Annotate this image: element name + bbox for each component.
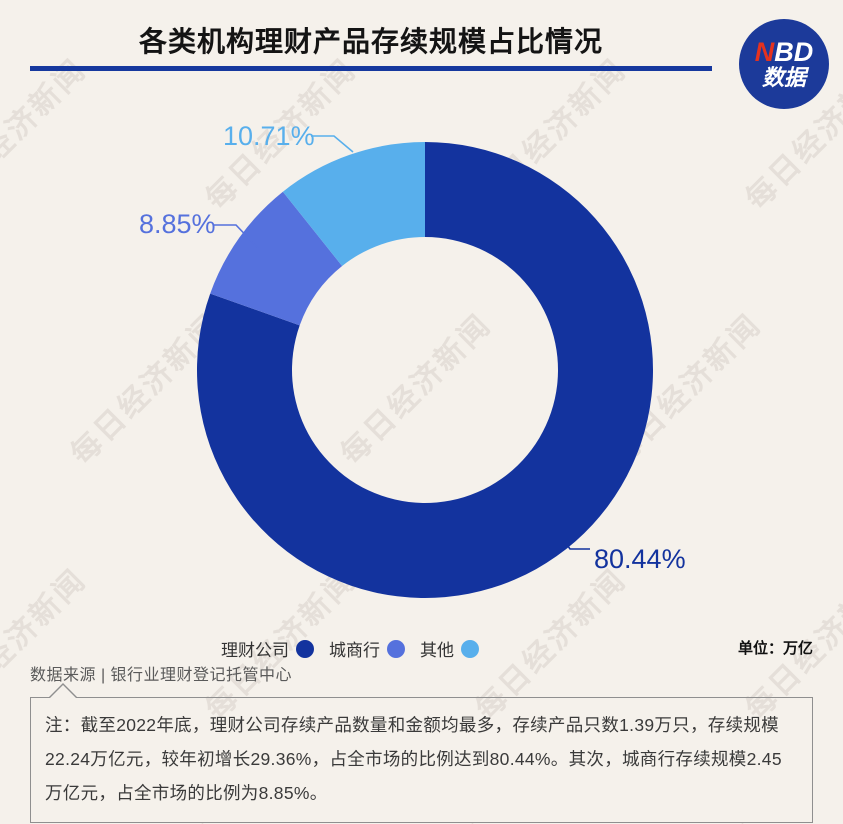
- legend-dot: [461, 639, 479, 658]
- nbd-logo-n: N: [754, 36, 775, 67]
- data-source: 数据来源 | 银行业理财登记托管中心: [30, 667, 293, 684]
- note-text: 注：截至2022年底，理财公司存续产品数量和金额均最多，存续产品只数1.39万只…: [45, 715, 782, 804]
- legend-dot: [296, 639, 314, 658]
- nbd-logo: NBD 数据: [739, 19, 829, 109]
- page-title: 各类机构理财产品存续规模占比情况: [138, 26, 603, 57]
- nbd-logo-bd: BD: [774, 36, 814, 67]
- leader-line-other: [311, 135, 354, 153]
- segment-label-other: 10.71%: [223, 121, 315, 151]
- title-underline: [30, 66, 712, 71]
- legend-item-chengshanghang[interactable]: 城商行: [329, 636, 405, 661]
- legend-label: 城商行: [329, 641, 380, 660]
- legend-item-other[interactable]: 其他: [420, 636, 479, 661]
- legend-label: 理财公司: [221, 641, 289, 660]
- legend-item-licaigongsi[interactable]: 理财公司: [221, 636, 314, 661]
- nbd-logo-text: NBD: [755, 38, 814, 66]
- donut-segment-城商行[interactable]: [210, 191, 343, 326]
- note-box: 注：截至2022年底，理财公司存续产品数量和金额均最多，存续产品只数1.39万只…: [30, 682, 813, 824]
- nbd-logo-subtext: 数据: [761, 65, 806, 91]
- chart-legend: 理财公司 城商行 其他: [0, 636, 700, 661]
- legend-dot: [387, 639, 405, 658]
- unit-label: 单位：万亿: [738, 640, 814, 657]
- donut-segment-其他[interactable]: [282, 142, 425, 266]
- legend-label: 其他: [420, 641, 454, 660]
- leader-line-licaigongsi: [553, 525, 590, 550]
- segment-label-licaigongsi: 80.44%: [594, 544, 686, 574]
- leader-line-chengshanghang: [214, 224, 259, 249]
- donut-segment-理财公司[interactable]: [197, 142, 654, 599]
- segment-label-chengshanghang: 8.85%: [139, 209, 216, 239]
